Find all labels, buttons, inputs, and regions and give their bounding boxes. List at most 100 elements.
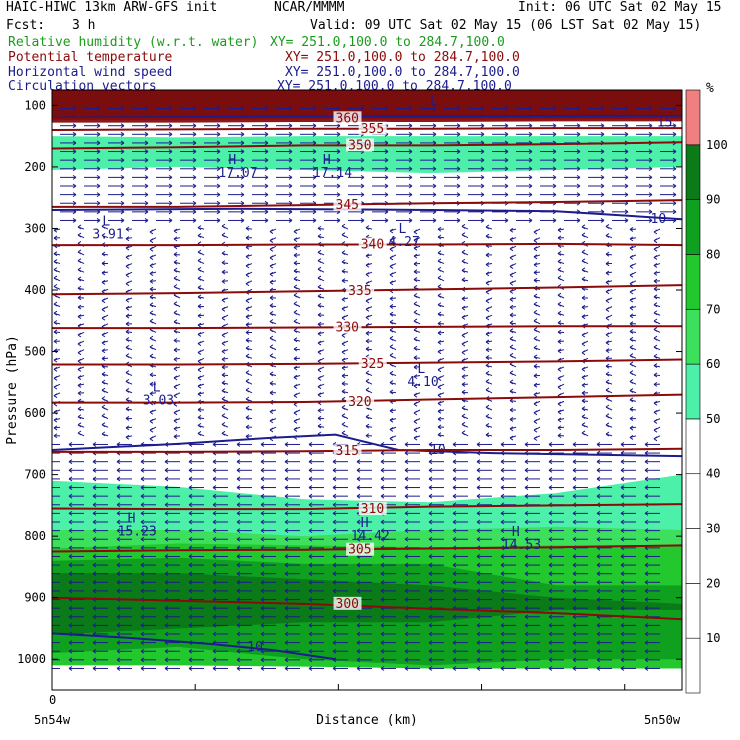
vector-head xyxy=(288,183,293,187)
vector-head xyxy=(293,367,298,371)
vector-head xyxy=(116,504,121,508)
vector-head xyxy=(45,460,48,462)
vector-head xyxy=(260,590,265,594)
vector-head xyxy=(212,530,217,534)
vector-head xyxy=(485,264,490,267)
vector-head xyxy=(164,502,169,506)
vector-head xyxy=(221,366,226,370)
vector-head xyxy=(212,640,217,644)
vector-head xyxy=(332,459,337,463)
vector-head xyxy=(332,588,337,592)
vector-head xyxy=(221,351,226,354)
vector-head xyxy=(648,151,653,154)
vector-head xyxy=(557,341,562,344)
vector-head xyxy=(432,185,437,189)
vector-head xyxy=(644,459,649,463)
vector-head xyxy=(653,265,658,268)
vector-head xyxy=(365,225,370,229)
vector-head xyxy=(72,157,77,161)
vector-head xyxy=(365,306,370,310)
vector-head xyxy=(624,131,629,135)
vector-head xyxy=(509,388,514,392)
vector-head xyxy=(168,108,173,111)
vector-head xyxy=(216,192,221,196)
vector-head xyxy=(260,452,265,456)
vector-head xyxy=(269,438,274,442)
vector-head xyxy=(629,418,634,422)
vector-head xyxy=(308,528,313,532)
vector-head xyxy=(77,269,82,273)
vector-head xyxy=(572,573,577,577)
vector-head xyxy=(245,281,250,285)
vector-head xyxy=(188,588,193,592)
vector-head xyxy=(293,358,298,361)
vector-head xyxy=(485,254,490,258)
vector-head xyxy=(173,230,178,234)
vector-head xyxy=(557,331,562,335)
vector-head xyxy=(557,303,562,307)
vector-head xyxy=(572,461,577,465)
vector-head xyxy=(72,108,77,111)
vector-head xyxy=(356,648,361,652)
vector-head xyxy=(53,375,58,379)
vector-head xyxy=(164,510,169,514)
vector-head xyxy=(216,211,221,215)
vector-head xyxy=(269,271,274,275)
vector-head xyxy=(408,185,413,189)
vector-head xyxy=(149,296,154,300)
vector-head xyxy=(197,407,202,411)
vector-head xyxy=(92,459,97,463)
vector-head xyxy=(528,220,533,223)
vector-head xyxy=(437,384,442,388)
vector-head xyxy=(596,607,601,611)
vector-head xyxy=(629,331,634,334)
vector-head xyxy=(212,493,217,497)
vector-head xyxy=(212,633,217,637)
vector-head xyxy=(293,356,298,359)
vector-head xyxy=(624,209,629,213)
vector-head xyxy=(620,588,625,592)
vector-head xyxy=(452,495,457,499)
vector-head xyxy=(413,263,418,267)
vector-head xyxy=(284,510,289,514)
vector-head xyxy=(341,381,346,385)
vector-head xyxy=(149,436,154,440)
vector-head xyxy=(380,616,385,620)
vector-head xyxy=(72,133,77,137)
vector-head xyxy=(605,282,610,285)
vector-head xyxy=(428,519,433,523)
vector-head xyxy=(53,338,58,342)
vector-head xyxy=(125,408,130,412)
vector-head xyxy=(53,261,58,264)
vector-head xyxy=(480,194,485,198)
vector-head xyxy=(509,417,514,420)
vector-head xyxy=(317,340,322,344)
vector-head xyxy=(197,367,202,371)
vector-head xyxy=(548,562,553,566)
vector-head xyxy=(500,530,505,534)
vector-head xyxy=(365,346,370,350)
vector-head xyxy=(341,430,346,434)
vector-head xyxy=(389,438,394,441)
vector-head xyxy=(116,616,121,620)
vector-head xyxy=(212,607,217,611)
vector-head xyxy=(164,633,169,637)
vector-head xyxy=(125,254,130,258)
vector-head xyxy=(456,166,461,170)
vector-head xyxy=(188,461,193,465)
vector-head xyxy=(644,512,649,516)
vector-head xyxy=(293,245,298,248)
vector-head xyxy=(605,334,610,338)
vector-head xyxy=(77,226,82,230)
vector-head xyxy=(45,580,48,582)
vector-head xyxy=(72,202,77,206)
vector-head xyxy=(404,642,409,646)
vector-head xyxy=(92,521,97,525)
vector-head xyxy=(620,495,625,499)
vector-head xyxy=(524,442,529,445)
vector-head xyxy=(101,289,106,292)
vector-head xyxy=(164,512,169,516)
vector-head xyxy=(644,581,649,585)
vector-head xyxy=(269,364,274,368)
vector-head xyxy=(380,528,385,532)
